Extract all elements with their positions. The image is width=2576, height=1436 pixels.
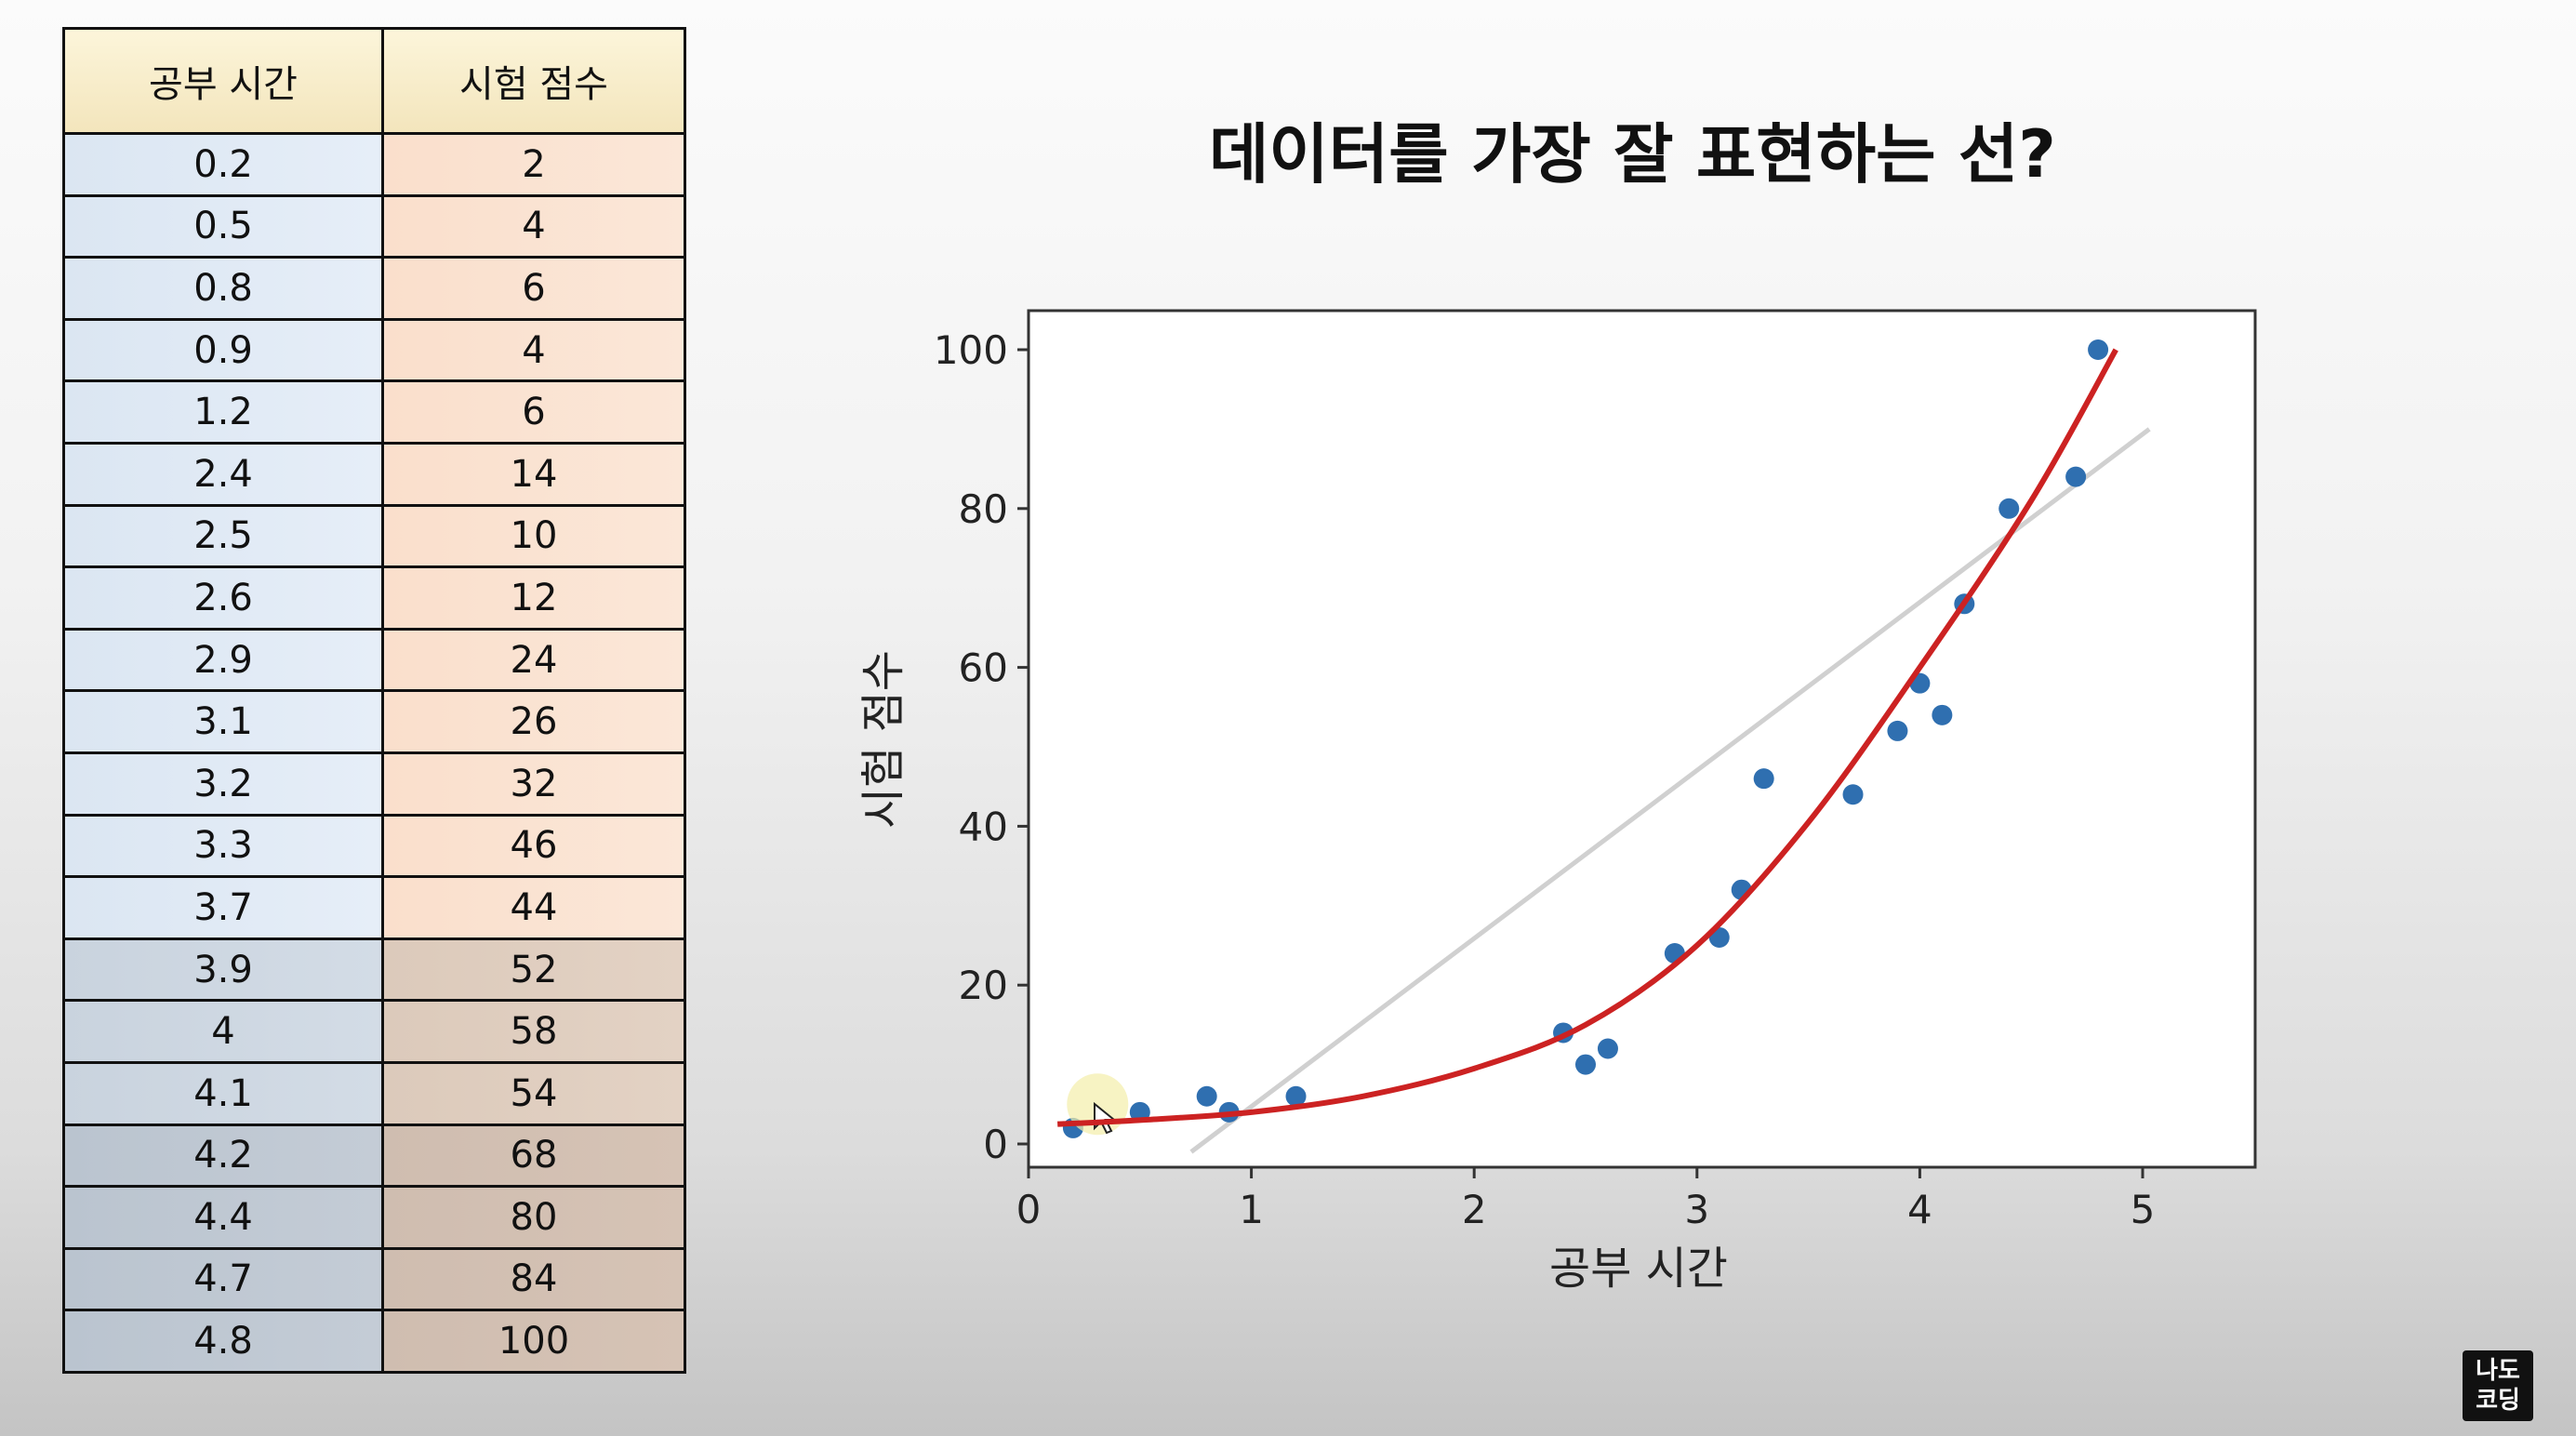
x-axis-label: 공부 시간	[1549, 1243, 1728, 1295]
cell-study-time: 4.8	[62, 1309, 384, 1374]
linear-fit-line	[1189, 427, 2151, 1154]
cell-study-time: 2.4	[62, 441, 384, 507]
cell-test-score: 12	[381, 565, 686, 631]
table-row: 0.5 4	[62, 193, 686, 259]
cell-test-score: 26	[381, 689, 686, 754]
cell-test-score: 4	[381, 193, 686, 259]
table-row: 4.4 80	[62, 1185, 686, 1250]
table-row: 4.1 54	[62, 1060, 686, 1126]
table-row: 4.8 100	[62, 1309, 686, 1374]
curve-fit-line	[1057, 348, 2118, 1127]
cell-study-time: 0.9	[62, 317, 384, 383]
table-row: 4.7 84	[62, 1246, 686, 1312]
cell-study-time: 2.5	[62, 503, 384, 569]
table-row: 0.8 6	[62, 256, 686, 321]
table-body: 0.2 2 0.5 4 0.8 6 0.9 4 1.2 6 2.4 14 2.5 10 2.6 12 2.9 24…	[62, 132, 686, 1374]
cell-study-time: 2.9	[62, 627, 384, 693]
cell-study-time: 3.7	[62, 875, 384, 940]
y-tick-label: 20	[959, 963, 1008, 1008]
cell-study-time: 0.8	[62, 256, 384, 321]
cell-test-score: 14	[381, 441, 686, 507]
cell-test-score: 54	[381, 1060, 686, 1126]
cell-study-time: 4.4	[62, 1185, 384, 1250]
table-row: 4 58	[62, 999, 686, 1064]
table-row: 2.5 10	[62, 503, 686, 569]
table-row: 2.4 14	[62, 441, 686, 507]
cell-study-time: 3.2	[62, 751, 384, 817]
channel-logo: 나도 코딩	[2463, 1350, 2533, 1421]
cell-test-score: 100	[381, 1309, 686, 1374]
cell-study-time: 4	[62, 999, 384, 1064]
y-tick-label: 0	[983, 1122, 1008, 1167]
cell-study-time: 4.2	[62, 1123, 384, 1189]
cell-study-time: 4.7	[62, 1246, 384, 1312]
cell-study-time: 3.1	[62, 689, 384, 754]
table-row: 4.2 68	[62, 1123, 686, 1189]
y-tick-label: 40	[959, 804, 1008, 849]
cell-test-score: 10	[381, 503, 686, 569]
data-point	[1842, 784, 1864, 805]
y-axis-label: 시험 점수	[857, 650, 910, 829]
data-point	[1196, 1085, 1217, 1107]
cell-test-score: 52	[381, 937, 686, 1003]
cell-study-time: 2.6	[62, 565, 384, 631]
x-tick-label: 3	[1684, 1187, 1709, 1232]
y-tick-label: 100	[934, 327, 1008, 373]
cell-test-score: 4	[381, 317, 686, 383]
x-tick-label: 5	[2131, 1187, 2156, 1232]
cell-test-score: 44	[381, 875, 686, 940]
chart-title: 데이터를 가장 잘 표현하는 선?	[1209, 116, 2056, 193]
cell-test-score: 32	[381, 751, 686, 817]
logo-line-1: 나도	[2476, 1357, 2520, 1385]
y-tick-label: 60	[959, 645, 1008, 691]
data-table: 공부 시간 시험 점수 0.2 2 0.5 4 0.8 6 0.9 4 1.2 6 2.4 14 2.5…	[62, 27, 686, 1374]
table-row: 3.7 44	[62, 875, 686, 940]
table-row: 0.9 4	[62, 317, 686, 383]
cell-test-score: 24	[381, 627, 686, 693]
cell-study-time: 3.9	[62, 937, 384, 1003]
cell-study-time: 3.3	[62, 813, 384, 879]
x-tick-label: 1	[1239, 1187, 1264, 1232]
cell-test-score: 46	[381, 813, 686, 879]
x-tick-label: 2	[1462, 1187, 1487, 1232]
x-tick-label: 4	[1907, 1187, 1932, 1232]
data-point	[1932, 704, 1953, 725]
data-point	[1998, 498, 2020, 519]
y-tick-label: 80	[959, 486, 1008, 532]
table-row: 3.1 26	[62, 689, 686, 754]
data-point	[1887, 720, 1908, 741]
table-row: 2.9 24	[62, 627, 686, 693]
table-row: 2.6 12	[62, 565, 686, 631]
table-row: 1.2 6	[62, 379, 686, 445]
header-test-score: 시험 점수	[381, 27, 686, 135]
header-study-time: 공부 시간	[62, 27, 384, 135]
table-row: 3.2 32	[62, 751, 686, 817]
cell-test-score: 68	[381, 1123, 686, 1189]
logo-line-2: 코딩	[2476, 1387, 2520, 1415]
data-point	[1597, 1038, 1618, 1059]
table-row: 0.2 2	[62, 132, 686, 197]
cell-test-score: 84	[381, 1246, 686, 1312]
cell-test-score: 6	[381, 379, 686, 445]
cell-test-score: 6	[381, 256, 686, 321]
cell-study-time: 0.2	[62, 132, 384, 197]
data-point	[2088, 339, 2109, 360]
cell-test-score: 58	[381, 999, 686, 1064]
cell-study-time: 0.5	[62, 193, 384, 259]
table-row: 3.9 52	[62, 937, 686, 1003]
data-point	[2065, 466, 2087, 487]
cell-study-time: 1.2	[62, 379, 384, 445]
table-header-row: 공부 시간 시험 점수	[62, 27, 686, 135]
plot-area	[1027, 309, 2257, 1169]
data-point	[1753, 768, 1774, 790]
data-point	[1575, 1054, 1596, 1075]
table-row: 3.3 46	[62, 813, 686, 879]
data-point	[1285, 1085, 1307, 1107]
cell-study-time: 4.1	[62, 1060, 384, 1126]
x-tick-label: 0	[1016, 1187, 1042, 1232]
cell-test-score: 2	[381, 132, 686, 197]
cell-test-score: 80	[381, 1185, 686, 1250]
